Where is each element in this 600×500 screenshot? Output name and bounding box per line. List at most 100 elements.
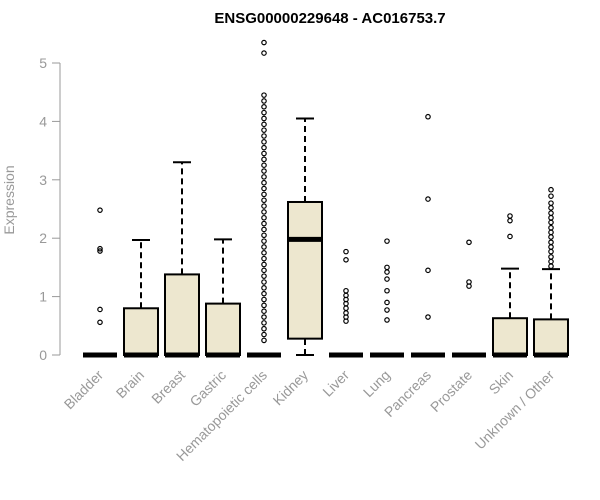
outlier-point <box>261 109 267 116</box>
outlier-point <box>261 156 267 163</box>
outlier-point <box>261 174 267 180</box>
outlier-point <box>384 307 390 313</box>
outlier-point <box>261 214 267 221</box>
outlier-point <box>466 239 472 246</box>
outlier-point <box>261 220 267 227</box>
box-unknown-other <box>533 186 569 358</box>
outlier-point <box>507 233 513 240</box>
y-axis-label: Expression <box>1 165 17 234</box>
outlier-point <box>261 185 267 192</box>
outlier-point <box>261 168 267 174</box>
outlier-point <box>507 213 513 219</box>
outlier-point <box>261 98 267 104</box>
box-hematopoietic-cells <box>247 39 281 358</box>
outlier-point <box>261 162 267 169</box>
x-tick-label: Brain <box>113 367 147 401</box>
outlier-point <box>548 193 554 199</box>
box-iqr <box>533 318 569 357</box>
outlier-point <box>261 314 267 320</box>
box-iqr <box>492 317 528 357</box>
outlier-point <box>261 92 267 98</box>
outlier-point <box>261 226 267 233</box>
y-tick-label: 1 <box>39 289 47 305</box>
outlier-point <box>384 317 390 323</box>
outlier-point <box>261 296 267 303</box>
outlier-point <box>261 232 267 239</box>
outlier-point <box>384 287 390 294</box>
outlier-point <box>261 255 267 262</box>
outlier-point <box>548 214 554 221</box>
outlier-point <box>261 197 267 204</box>
outlier-point <box>261 144 267 151</box>
outlier-point <box>97 207 103 213</box>
outlier-point <box>343 257 349 263</box>
y-tick-label: 0 <box>39 347 47 363</box>
outlier-point <box>261 320 267 326</box>
outlier-point <box>261 290 267 297</box>
x-tick-label: Liver <box>319 367 352 400</box>
outlier-point <box>548 248 554 255</box>
outlier-point <box>548 263 554 270</box>
outlier-point <box>261 244 267 250</box>
outlier-point <box>97 319 103 326</box>
outlier-point <box>97 306 103 313</box>
box-gastric <box>205 238 241 358</box>
outlier-point <box>548 200 554 206</box>
outlier-point <box>261 209 267 215</box>
y-tick-label: 4 <box>39 113 47 129</box>
outlier-point <box>261 121 267 128</box>
x-tick-label: Breast <box>148 367 188 407</box>
outlier-point <box>261 179 267 186</box>
outlier-point <box>261 325 267 332</box>
outlier-point <box>548 224 554 231</box>
outlier-point <box>261 285 267 291</box>
outlier-point <box>261 279 267 285</box>
outlier-point <box>261 261 267 268</box>
outlier-point <box>425 314 431 320</box>
box-skin <box>492 213 528 358</box>
outlier-point <box>343 305 349 312</box>
x-tick-label: Skin <box>486 367 517 398</box>
outlier-point <box>548 244 554 250</box>
outlier-point <box>425 196 431 202</box>
outlier-point <box>548 234 554 240</box>
x-tick-label: Lung <box>360 367 393 400</box>
outlier-point <box>261 308 267 315</box>
x-tick-label: Kidney <box>270 367 312 409</box>
box-liver <box>329 248 363 358</box>
box-breast <box>164 161 200 358</box>
box-brain <box>123 238 159 358</box>
outlier-point <box>425 267 431 274</box>
outlier-point <box>425 113 431 120</box>
box-iqr <box>205 302 241 356</box>
outlier-point <box>384 264 390 271</box>
outlier-point <box>548 210 554 216</box>
outlier-point <box>261 302 267 309</box>
outlier-point <box>548 229 554 236</box>
outlier-point <box>507 217 513 224</box>
y-tick-label: 3 <box>39 172 47 188</box>
outlier-point <box>384 238 390 244</box>
plot-area <box>83 39 569 358</box>
outlier-point <box>261 115 267 122</box>
outlier-point <box>261 150 267 157</box>
outlier-point <box>548 239 554 246</box>
outlier-point <box>548 219 554 226</box>
x-tick-label: Prostate <box>427 367 475 415</box>
outlier-point <box>548 254 554 260</box>
outlier-point <box>261 250 267 256</box>
box-kidney <box>287 117 323 356</box>
x-tick-label: Bladder <box>61 367 107 413</box>
y-tick-label: 5 <box>39 55 47 71</box>
outlier-point <box>261 203 267 209</box>
box-lung <box>370 238 404 358</box>
box-prostate <box>452 239 486 358</box>
outlier-point <box>261 127 267 133</box>
outlier-point <box>97 248 103 254</box>
outlier-point <box>466 283 472 289</box>
outlier-point <box>261 104 267 110</box>
box-bladder <box>83 207 117 358</box>
outlier-point <box>384 299 390 306</box>
outlier-point <box>261 133 267 139</box>
